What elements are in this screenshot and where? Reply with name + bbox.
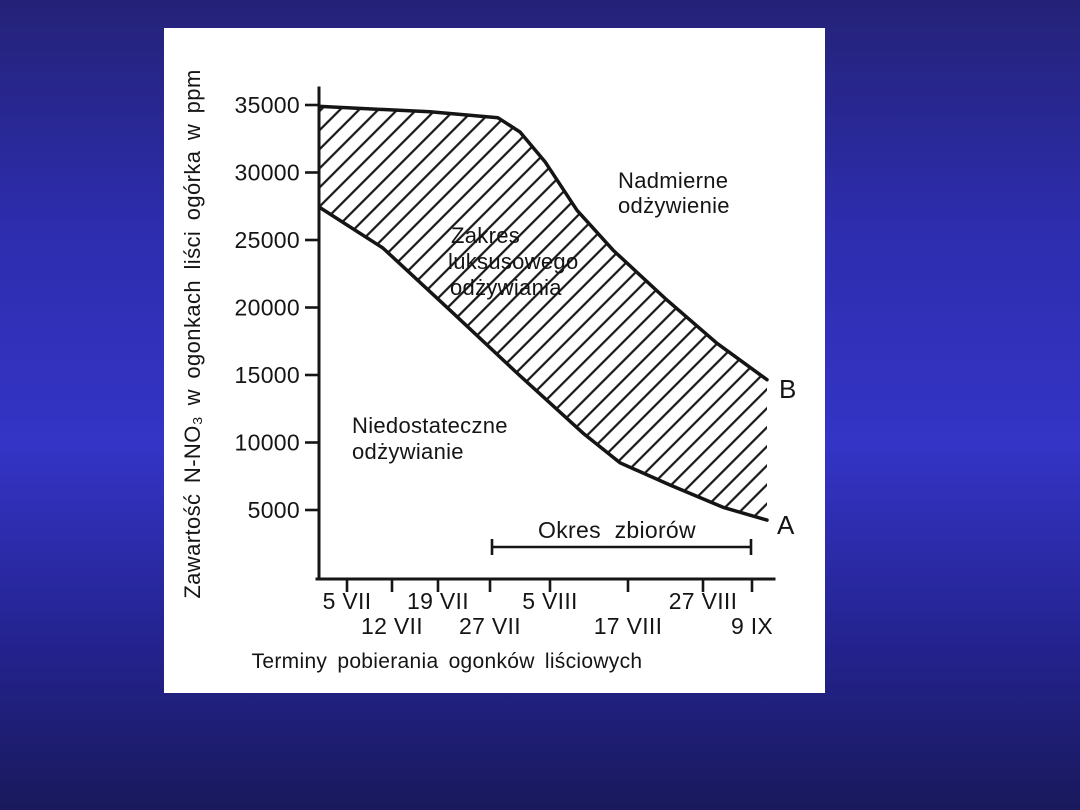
region-label-excessive-line2: odżywienie xyxy=(618,193,730,218)
curve-b-endpoint-label: B xyxy=(779,374,796,404)
y-tick-label: 10000 xyxy=(235,430,300,456)
x-tick-label: 12 VII xyxy=(361,613,423,639)
curve-a-lower-boundary xyxy=(318,205,769,522)
x-tick-label: 5 VII xyxy=(323,588,372,614)
y-tick-label: 30000 xyxy=(235,160,300,186)
x-axis-title: Terminy pobierania ogonków liściowych xyxy=(252,650,643,673)
curve-a-endpoint-label: A xyxy=(777,510,795,540)
region-label-luxury-range: Zakres luksusowego odżywiania xyxy=(448,223,579,300)
y-tick-label: 5000 xyxy=(248,497,300,523)
curve-b-upper-boundary xyxy=(318,104,769,382)
x-tick-label: 27 VIII xyxy=(669,588,738,614)
y-tick-label: 25000 xyxy=(235,227,300,253)
region-label-luxury-line2: luksusowego xyxy=(448,249,579,274)
x-tick-label: 17 VIII xyxy=(594,613,663,639)
x-tick-label: 5 VIII xyxy=(522,588,578,614)
x-tick-label: 9 IX xyxy=(731,613,773,639)
region-label-insufficient-line1: Niedostateczne xyxy=(352,413,508,438)
x-tick-label: 27 VII xyxy=(459,613,521,639)
region-label-insufficient-nutrition: Niedostateczne odżywianie xyxy=(352,413,508,464)
region-label-excessive-nutrition: Nadmierne odżywienie xyxy=(618,168,730,218)
y-axis-title: Zawartość N-NO₃ w ogonkach liści ogórka … xyxy=(180,69,205,598)
harvest-period-label: Okres zbiorów xyxy=(538,517,696,543)
region-label-luxury-line1: Zakres xyxy=(451,223,520,248)
y-tick-label: 20000 xyxy=(235,295,300,321)
x-tick-label: 19 VII xyxy=(407,588,469,614)
y-tick-label: 15000 xyxy=(235,362,300,388)
y-tick-label: 35000 xyxy=(235,92,300,118)
region-label-luxury-line3: odżywiania xyxy=(450,275,562,300)
region-label-excessive-line1: Nadmierne xyxy=(618,168,728,193)
chart-scan-panel: 35000 30000 25000 20000 15000 10000 5000 5 VII 1… xyxy=(164,28,825,693)
luxury-range-hatched-band xyxy=(320,106,767,521)
region-label-insufficient-line2: odżywianie xyxy=(352,439,464,464)
